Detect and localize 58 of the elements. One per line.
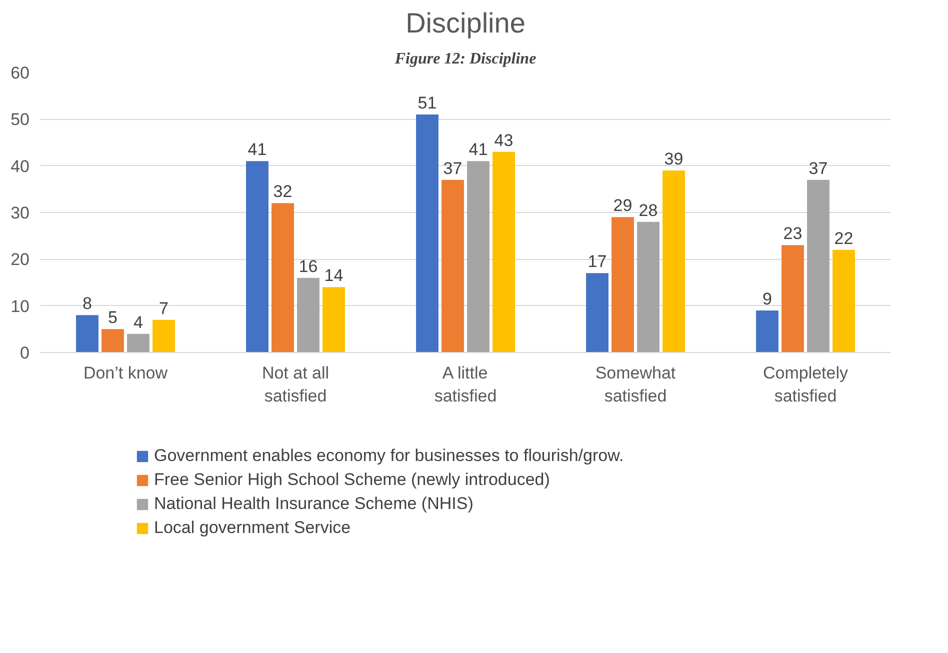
data-label: 43 — [494, 130, 514, 150]
data-label: 28 — [638, 200, 658, 220]
legend-label: Local government Service — [154, 518, 351, 538]
bar — [246, 161, 268, 352]
bar — [756, 310, 778, 352]
bar — [612, 217, 634, 352]
data-label: 41 — [248, 140, 267, 160]
data-label: 4 — [134, 312, 143, 332]
bar — [782, 245, 804, 352]
bar — [102, 329, 124, 352]
y-tick-label: 20 — [10, 250, 30, 270]
data-label: 8 — [82, 294, 92, 314]
y-tick-label: 30 — [10, 204, 30, 222]
y-tick-label: 0 — [20, 344, 30, 362]
bar — [297, 278, 320, 352]
y-tick-label: 40 — [10, 156, 30, 176]
bar — [586, 273, 608, 352]
legend-label: National Health Insurance Scheme (NHIS) — [154, 494, 474, 514]
bar — [662, 170, 685, 352]
data-label: 29 — [613, 196, 632, 216]
x-tick-label: Not at all satisfied — [262, 364, 330, 406]
bar — [442, 180, 464, 352]
data-label: 32 — [273, 182, 292, 202]
bar — [322, 287, 345, 352]
data-label: 37 — [443, 158, 462, 178]
legend-label: Government enables economy for businesses to flourish/grow. — [154, 446, 624, 466]
data-label: 39 — [664, 150, 684, 168]
y-tick-label: 50 — [10, 110, 30, 130]
bar — [492, 152, 515, 352]
x-tick-label: Somewhat satisfied — [595, 364, 676, 406]
data-label: 16 — [298, 256, 318, 276]
bar — [416, 114, 438, 352]
bar — [467, 161, 490, 352]
bar — [76, 315, 98, 352]
data-label: 51 — [418, 94, 437, 112]
x-tick-label: Don’t know — [83, 364, 168, 382]
caption: Figure 12: Discipline — [394, 50, 536, 68]
data-label: 14 — [324, 266, 344, 286]
data-label: 17 — [588, 252, 607, 272]
legend-label: Free Senior High School Scheme (newly introduced) — [154, 470, 550, 490]
bar — [832, 250, 855, 352]
data-label: 41 — [468, 140, 488, 160]
data-label: 9 — [762, 290, 772, 308]
bar — [152, 320, 175, 352]
x-tick-label: Completely satisfied — [762, 364, 849, 406]
data-label: 7 — [159, 298, 168, 318]
data-label: 37 — [808, 158, 828, 178]
data-label: 5 — [108, 308, 118, 328]
x-tick-label: A little satisfied — [434, 364, 497, 406]
y-tick-label: 60 — [10, 64, 30, 82]
chart-title: Discipline — [406, 8, 526, 38]
bar — [127, 334, 150, 352]
data-label: 23 — [783, 224, 802, 244]
y-tick-label: 10 — [10, 296, 30, 316]
bar — [807, 180, 830, 352]
data-label: 22 — [834, 228, 854, 248]
bar — [272, 203, 294, 352]
bar — [637, 222, 660, 352]
